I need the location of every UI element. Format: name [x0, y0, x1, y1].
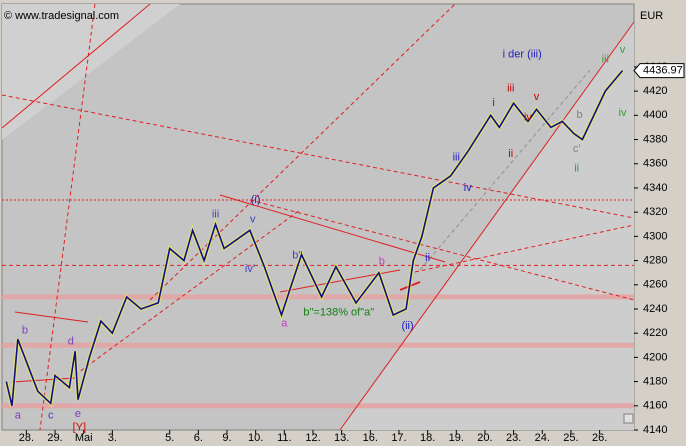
y-tick-label: 4140: [643, 424, 667, 436]
last-value-marker: [633, 63, 685, 79]
wave-label: iv: [619, 107, 627, 119]
wave-label: a: [281, 317, 288, 329]
wave-label: iv: [524, 112, 532, 124]
trendline: [11, 377, 76, 383]
trendline: [74, 209, 301, 376]
y-tick-label: 4420: [643, 85, 667, 97]
wave-label: i der (iii): [503, 49, 542, 61]
x-tick-label: 17.: [391, 432, 406, 444]
wave-label: b": [292, 250, 302, 262]
x-tick-label: 18.: [420, 432, 435, 444]
x-tick-label: 25.: [563, 432, 578, 444]
wave-label: iv': [245, 263, 255, 275]
wave-label: b: [379, 256, 385, 268]
y-tick-label: 4320: [643, 206, 667, 218]
wave-label: b: [576, 109, 582, 121]
x-tick-label: 19.: [449, 432, 464, 444]
x-tick-label: 5.: [165, 432, 174, 444]
wave-label: iii: [602, 54, 609, 66]
trendline: [219, 194, 446, 263]
watermark: © www.tradesignal.com: [4, 10, 119, 22]
wave-label: c: [48, 409, 54, 421]
y-tick-label: 4340: [643, 182, 667, 194]
wave-label: d: [68, 336, 74, 348]
wave-label: b"=138% of"a": [303, 307, 374, 319]
wave-label: [Y]: [73, 421, 86, 433]
x-tick-label: 12.: [305, 432, 320, 444]
x-tick-label: 29.: [47, 432, 62, 444]
last-value-label: 4436.97: [643, 65, 683, 77]
currency: EUR: [640, 10, 663, 22]
trendline: [39, 3, 96, 431]
x-tick-label: 9.: [222, 432, 231, 444]
wave-label: v: [534, 91, 540, 103]
wave-label: (ii): [401, 320, 413, 332]
x-tick-label: 26.: [592, 432, 607, 444]
wave-label: c': [573, 143, 581, 155]
trendline: [339, 21, 635, 431]
y-tick-label: 4300: [643, 230, 667, 242]
trendline: [419, 69, 591, 271]
wave-label: iii: [453, 152, 460, 164]
trendline: [1, 3, 151, 129]
y-tick-label: 4220: [643, 327, 667, 339]
wave-label: v: [620, 44, 626, 56]
wave-label: v: [250, 213, 256, 225]
y-tick-label: 4160: [643, 400, 667, 412]
y-tick-label: 4360: [643, 158, 667, 170]
x-tick-label: 10.: [248, 432, 263, 444]
x-tick-label: 6.: [194, 432, 203, 444]
trendline: [414, 224, 635, 273]
y-tick-label: 4280: [643, 254, 667, 266]
wave-label: iv: [464, 182, 472, 194]
wave-label: i: [492, 97, 494, 109]
x-tick-label: 20.: [477, 432, 492, 444]
y-tick-label: 4200: [643, 351, 667, 363]
price-line: [5, 70, 624, 406]
resize-handle[interactable]: [623, 413, 634, 424]
x-tick-label: 16.: [363, 432, 378, 444]
y-tick-label: 4240: [643, 303, 667, 315]
y-tick-label: 4380: [643, 133, 667, 145]
wave-label: iii: [212, 208, 219, 220]
trendline: [249, 199, 635, 301]
wave-label: (i): [251, 194, 261, 206]
shade: [2, 4, 180, 140]
wave-label: ii: [425, 252, 430, 264]
wave-label: ii: [508, 148, 513, 160]
wave-label: b: [22, 325, 28, 337]
wave-label: a: [15, 409, 22, 421]
x-tick-label: 23.: [506, 432, 521, 444]
x-tick-label: 11.: [277, 432, 291, 444]
trendline: [1, 94, 635, 219]
y-tick-label: 4180: [643, 375, 667, 387]
x-tick-label: 24.: [535, 432, 550, 444]
y-tick-label: 4400: [643, 109, 667, 121]
y-tick-label: 4260: [643, 279, 667, 291]
x-tick-label: Mai: [75, 432, 93, 444]
x-tick-label: 13.: [334, 432, 349, 444]
x-tick-label: 3.: [108, 432, 117, 444]
trendline: [14, 311, 89, 323]
wave-label: e: [75, 408, 81, 420]
x-tick-label: 28.: [19, 432, 34, 444]
wave-label: ii: [574, 162, 579, 174]
wave-label: iii: [507, 83, 514, 95]
